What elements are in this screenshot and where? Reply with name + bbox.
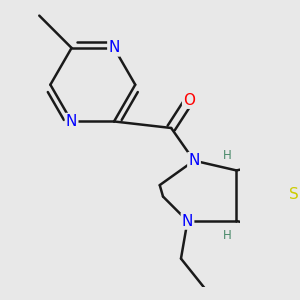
Text: N: N (188, 153, 200, 168)
Text: H: H (223, 229, 232, 242)
Text: O: O (183, 93, 195, 108)
Text: S: S (289, 188, 298, 202)
Text: N: N (182, 214, 193, 229)
Text: N: N (66, 114, 77, 129)
Text: H: H (223, 149, 232, 162)
Text: N: N (108, 40, 120, 56)
